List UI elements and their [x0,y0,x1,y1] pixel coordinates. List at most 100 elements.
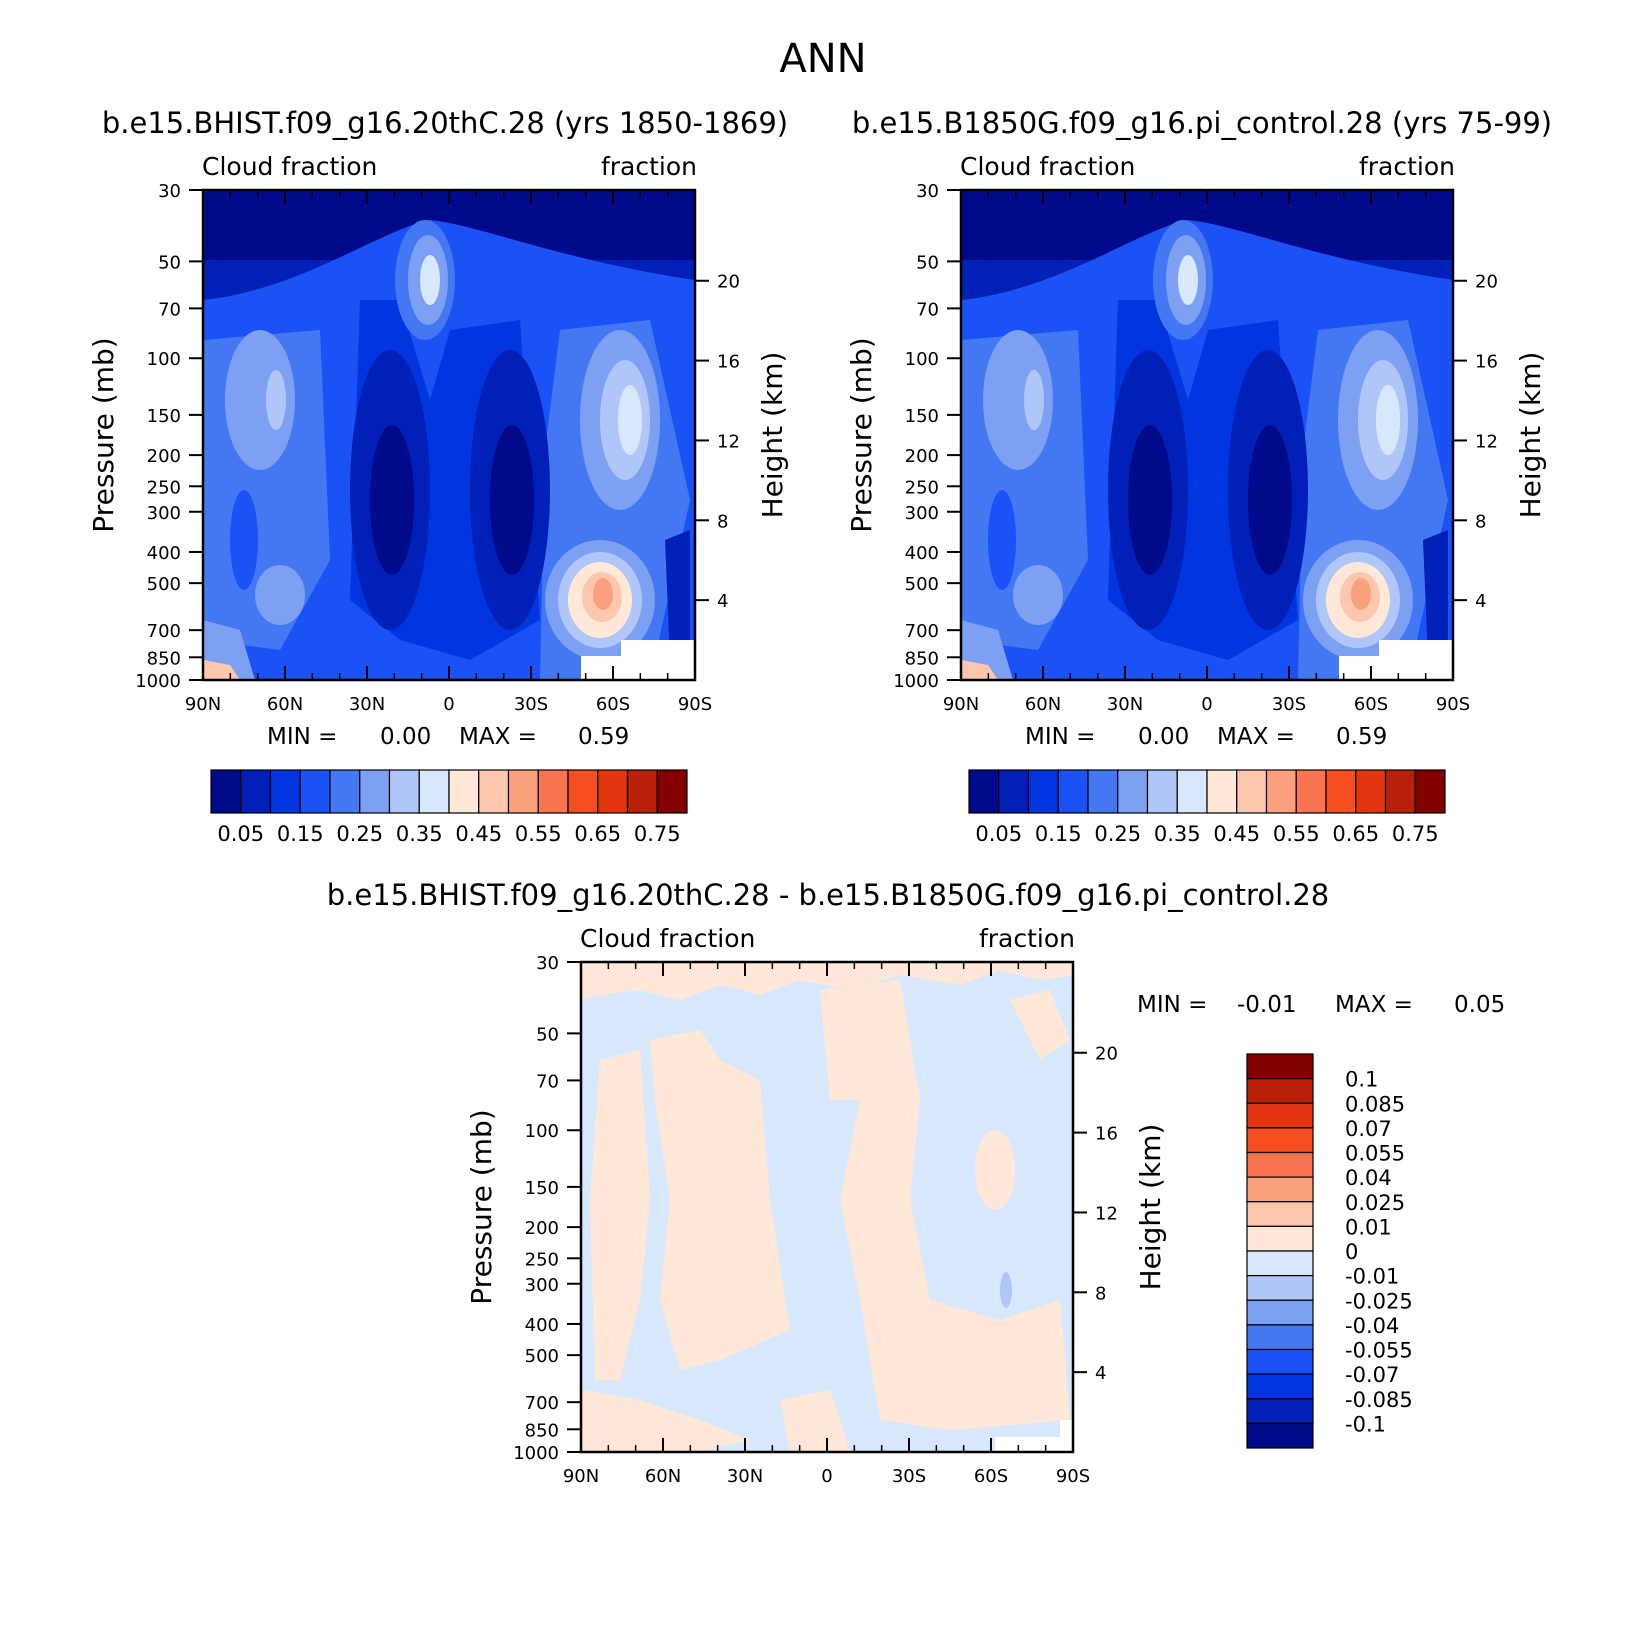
colorbar-label: -0.07 [1345,1363,1399,1387]
colorbar-label: -0.025 [1345,1289,1413,1313]
colorbar-swatch [478,769,510,814]
colorbar-label: 0.65 [574,822,621,846]
panel-2-right-label: fraction [1359,152,1455,181]
panel-3-ylabel: Pressure (mb) [465,1109,498,1304]
colorbar-label: 0.15 [1035,822,1082,846]
colorbar-swatch [1246,1324,1314,1351]
colorbar-swatch [567,769,599,814]
colorbar-swatch [359,769,391,814]
colorbar-label: 0.35 [396,822,443,846]
x-tick-label: 90S [1436,694,1470,715]
x-tick-label: 60S [1354,694,1388,715]
colorbar-swatch [210,769,242,814]
y-tick-label: 700 [905,621,939,642]
colorbar-label: 0.65 [1332,822,1379,846]
colorbar-label: 0 [1345,1240,1358,1264]
panel-2-max: 0.59 [1336,724,1387,750]
colorbar-swatch [1246,1422,1314,1449]
colorbar-swatch [1246,1201,1314,1227]
colorbar-swatch [1355,769,1387,814]
x-tick-label: 30N [727,1466,763,1487]
x-tick-label: 0 [821,1466,832,1487]
y2-tick-label: 12 [1475,431,1498,452]
colorbar-label: 0.45 [455,822,502,846]
colorbar-label: 0.04 [1345,1166,1392,1190]
y2-tick-label: 8 [1475,511,1486,532]
x-tick-label: 60S [596,694,630,715]
y-tick-label: 250 [905,477,939,498]
colorbar-label: -0.1 [1345,1412,1386,1436]
y-tick-label: 150 [147,406,181,427]
colorbar-swatch [418,769,450,814]
colorbar-swatch [1057,769,1089,814]
panel-1-ylabel: Pressure (mb) [87,337,120,532]
colorbar-swatch [1246,1151,1314,1178]
panel-2-title: b.e15.B1850G.f09_g16.pi_control.28 (yrs … [852,106,1552,140]
y-tick-label: 30 [916,181,939,202]
colorbar-label: 0.25 [336,822,383,846]
colorbar-swatch [388,769,420,814]
y2-tick-label: 8 [1095,1283,1106,1304]
y-tick-label: 250 [147,477,181,498]
y2-tick-label: 4 [1095,1363,1106,1384]
x-tick-label: 30S [1272,694,1306,715]
panel-3-min: -0.01 [1237,992,1297,1018]
x-tick-label: 30N [1107,694,1143,715]
colorbar-swatch [507,769,539,814]
panel-3-contour-field [581,962,1073,1452]
colorbar-swatch [240,769,272,814]
colorbar-swatch [1265,769,1297,814]
panel-2-left-label: Cloud fraction [960,152,1135,181]
y-tick-label: 1000 [513,1443,559,1464]
x-tick-label: 30N [349,694,385,715]
x-tick-label: 0 [1201,694,1212,715]
y2-tick-label: 16 [717,352,740,373]
colorbar-label: 0.025 [1345,1191,1405,1215]
colorbar-swatch [1246,1102,1314,1129]
y-tick-label: 70 [536,1071,559,1092]
colorbar-swatch [1246,1299,1314,1326]
y2-tick-label: 12 [717,431,740,452]
colorbar-label: 0.07 [1345,1117,1392,1141]
colorbar-swatch [597,769,629,814]
y-tick-label: 400 [905,543,939,564]
colorbar-label: -0.085 [1345,1388,1413,1412]
panel-3-left-label: Cloud fraction [580,924,755,953]
panel-1-min-text: MIN = [267,724,337,750]
colorbar-label: 0.15 [277,822,324,846]
panel-1-right-label: fraction [601,152,697,181]
panel-3-max-text: MAX = [1335,992,1413,1018]
y2-tick-label: 20 [1475,272,1498,293]
panel-2-max-text: MAX = [1217,724,1295,750]
figure-title: ANN [779,36,866,82]
colorbar-swatch [656,769,688,814]
x-tick-label: 60N [267,694,303,715]
colorbar-swatch [1246,1078,1314,1104]
y2-tick-label: 16 [1475,352,1498,373]
y-tick-label: 100 [905,349,939,370]
colorbar-swatch [1027,769,1059,814]
panel-3-colorbar: 0.10.0850.070.0550.040.0250.010-0.01-0.0… [1246,1053,1413,1449]
y-tick-label: 300 [147,503,181,524]
colorbar-label: -0.04 [1345,1314,1399,1338]
y2-tick-label: 12 [1095,1203,1118,1224]
x-tick-label: 30S [892,1466,926,1487]
colorbar-label: 0.01 [1345,1215,1392,1239]
colorbar-label: 0.055 [1345,1142,1405,1166]
colorbar-swatch [1414,769,1446,814]
panel-3: b.e15.BHIST.f09_g16.20thC.28 - b.e15.B18… [327,878,1505,1487]
colorbar-label: 0.75 [634,822,681,846]
panel-2: b.e15.B1850G.f09_g16.pi_control.28 (yrs … [845,106,1552,846]
y-tick-label: 1000 [135,671,181,692]
y2-tick-label: 20 [717,272,740,293]
panel-3-title: b.e15.BHIST.f09_g16.20thC.28 - b.e15.B18… [327,878,1330,912]
colorbar-swatch [537,769,569,814]
y-tick-label: 700 [525,1393,559,1414]
colorbar-label: 0.1 [1345,1068,1378,1092]
panel-1-title: b.e15.BHIST.f09_g16.20thC.28 (yrs 1850-1… [102,106,788,140]
y-tick-label: 850 [905,648,939,669]
colorbar-swatch [1087,769,1119,814]
colorbar-swatch [1246,1176,1314,1203]
colorbar-label: 0.75 [1392,822,1439,846]
